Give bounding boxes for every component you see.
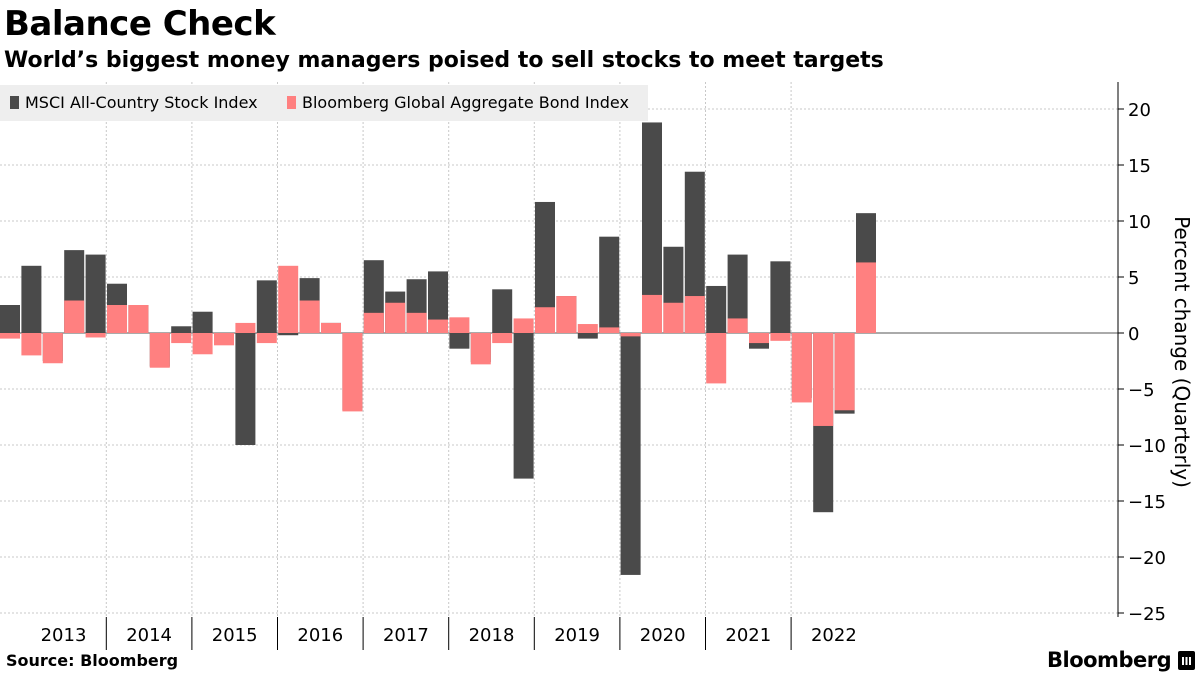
bar-stock (256, 280, 277, 333)
bar-bond (299, 300, 320, 333)
bar-bond (85, 333, 106, 338)
x-tick-label: 2015 (212, 625, 258, 646)
bar-bond (64, 300, 85, 333)
legend: MSCI All-Country Stock Index Bloomberg G… (0, 85, 648, 121)
bar-bond (235, 322, 256, 333)
y-tick-label: −5 (1128, 380, 1155, 401)
bar-stock (428, 271, 448, 333)
y-tick-label: −15 (1128, 492, 1166, 513)
y-tick-label: 15 (1128, 156, 1151, 177)
bar-bond (256, 333, 277, 344)
bar-stock (577, 333, 598, 339)
bar-stock (599, 236, 620, 333)
bar-bond (171, 333, 192, 344)
bar-bond (556, 296, 577, 333)
bar-bond (0, 333, 20, 339)
bar-stock (620, 333, 641, 575)
y-tick-label: −20 (1128, 548, 1166, 569)
bar-stock (770, 261, 791, 333)
bar-stock (706, 285, 727, 333)
chart-subtitle: World’s biggest money managers poised to… (4, 48, 884, 73)
y-tick-label: 5 (1128, 268, 1139, 289)
bar-stock (684, 171, 705, 333)
bar-stock (21, 265, 42, 333)
x-tick-label: 2020 (640, 625, 686, 646)
bar-bond (278, 265, 299, 333)
legend-swatch-stock (10, 96, 19, 109)
bar-bond (834, 333, 855, 411)
legend-label-stock: MSCI All-Country Stock Index (25, 93, 258, 112)
bar-bond (663, 302, 684, 333)
bar-bond (706, 333, 727, 384)
bar-bond (492, 333, 513, 344)
bloomberg-logo: Bloomberg (1047, 648, 1172, 672)
bar-bond (513, 318, 534, 333)
x-tick-label: 2018 (469, 625, 515, 646)
bar-stock (278, 333, 299, 336)
bar-bond (770, 333, 791, 341)
bar-bond (342, 333, 363, 412)
bar-bond (856, 262, 876, 333)
bar-stock (192, 311, 213, 333)
chart-title: Balance Check (4, 4, 276, 44)
bar-bond (535, 307, 555, 333)
bar-stock (235, 333, 256, 445)
bar-bond (642, 294, 662, 333)
legend-swatch-bond (287, 96, 296, 109)
x-tick-label: 2014 (126, 625, 172, 646)
bar-stock (85, 254, 106, 333)
bar-stock (449, 333, 470, 349)
bar-stock (492, 289, 513, 333)
bar-bond (128, 305, 149, 333)
bar-bond (21, 333, 42, 356)
x-tick-label: 2013 (41, 625, 87, 646)
bars (0, 122, 876, 575)
y-tick-label: 10 (1128, 212, 1151, 233)
source-note: Source: Bloomberg (6, 651, 179, 670)
bar-bond (599, 327, 620, 333)
bar-bond (214, 333, 234, 346)
bar-bond (577, 324, 598, 333)
bar-bond (406, 312, 427, 333)
y-tick-label: 20 (1128, 100, 1151, 121)
bar-bond (107, 305, 127, 333)
x-tick-label: 2019 (554, 625, 600, 646)
legend-label-bond: Bloomberg Global Aggregate Bond Index (302, 93, 629, 112)
bar-stock (0, 305, 20, 333)
bar-bond (470, 333, 491, 365)
bar-bond (42, 333, 63, 364)
bar-bond (620, 333, 641, 337)
x-tick-label: 2017 (383, 625, 429, 646)
bloomberg-terminal-icon (1178, 651, 1195, 670)
bar-bond (321, 322, 341, 333)
bar-bond (192, 333, 213, 355)
y-tick-label: −25 (1128, 604, 1166, 625)
bar-bond (813, 333, 834, 426)
bar-stock (513, 333, 534, 479)
y-axis-title: Percent change (Quarterly) (1170, 216, 1194, 488)
bar-bond (149, 333, 170, 368)
bar-stock (727, 254, 748, 333)
bar-bond (449, 317, 470, 333)
bar-bond (363, 312, 384, 333)
y-tick-label: 0 (1128, 324, 1139, 345)
x-tick-label: 2016 (297, 625, 343, 646)
bar-bond (791, 333, 812, 403)
bar-stock (171, 326, 192, 333)
bar-stock (535, 201, 555, 333)
bar-stock (642, 122, 662, 333)
bar-bond (428, 319, 448, 333)
bar-bond (684, 296, 705, 333)
bar-bond (749, 333, 769, 344)
bar-bond (385, 302, 406, 333)
y-tick-label: −10 (1128, 436, 1166, 457)
x-tick-label: 2021 (725, 625, 771, 646)
x-tick-label: 2022 (811, 625, 857, 646)
legend-background (0, 85, 648, 121)
bar-bond (727, 318, 748, 333)
